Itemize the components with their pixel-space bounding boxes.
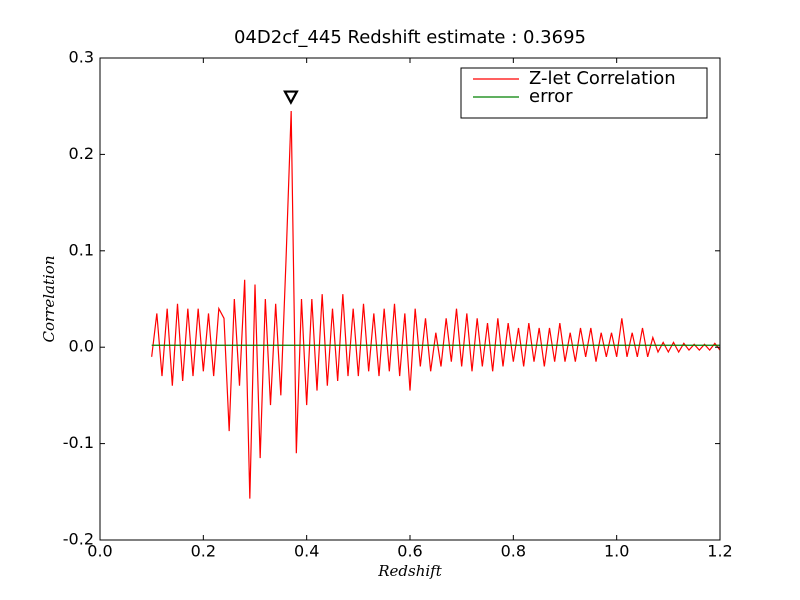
x-tick-label: 0.2 (191, 542, 216, 561)
legend-box (460, 67, 708, 119)
y-tick-label: -0.1 (63, 433, 94, 452)
y-tick-label: 0.0 (69, 337, 94, 356)
y-tick-label: 0.2 (69, 144, 94, 163)
x-tick-label: 1.0 (604, 542, 629, 561)
x-tick-label: 0.8 (501, 542, 526, 561)
legend-label: Z-let Correlation (529, 68, 676, 89)
x-axis-label: Redshift (377, 562, 442, 580)
peak-marker (283, 90, 299, 105)
x-tick-label: 1.2 (707, 542, 732, 561)
legend-label: error (529, 86, 573, 107)
x-tick-label: 0.4 (294, 542, 319, 561)
series-line (151, 110, 721, 499)
y-axis-label: Correlation (40, 256, 58, 343)
y-tick-label: 0.1 (69, 240, 94, 259)
y-tick-label: 0.3 (69, 48, 94, 67)
chart-title: 04D2cf_445 Redshift estimate : 0.3695 (234, 27, 586, 48)
y-tick-label: -0.2 (63, 530, 94, 549)
x-tick-label: 0.0 (87, 542, 112, 561)
x-tick-label: 0.6 (397, 542, 422, 561)
